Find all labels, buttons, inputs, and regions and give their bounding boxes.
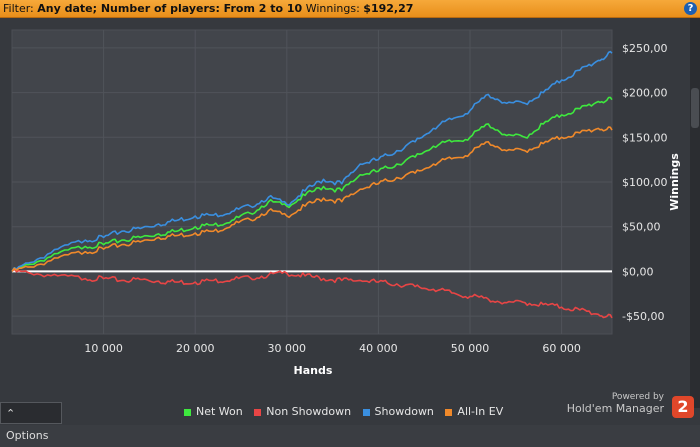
y-tick-labels: -$50,00 $0,00 $50,00 $100,00 $150,00 $200,00 $… [622,42,668,323]
x-tick-labels: 10 000 20 000 30 000 40 000 50 000 60 000 [84,342,581,355]
x-tick-label: 10 000 [84,342,123,355]
legend-item-all-in-ev: All-In EV [445,405,503,418]
brand-name: Hold'em Manager [566,402,664,415]
winnings-label: Winnings: [305,2,360,15]
legend-item-net-won: Net Won [184,405,243,418]
y-tick-label: $50,00 [622,221,661,234]
y-tick-label: $200,00 [622,87,668,100]
legend-label: Showdown [374,405,434,418]
series-line-non-showdown [11,268,613,319]
filter-prefix: Filter: [3,2,34,15]
powered-by-text: Powered by [611,392,664,402]
x-tick-label: 50 000 [451,342,490,355]
series-line-net-won [11,96,613,272]
x-tick-label: 20 000 [176,342,215,355]
legend-item-non-showdown: Non Showdown [254,405,351,418]
filter-text: Any date; Number of players: From 2 to 1… [37,2,303,15]
legend-swatch [254,408,262,416]
vertical-scrollbar[interactable] [690,18,700,408]
legend: Net Won Non Showdown Showdown All-In EV [184,405,511,419]
y-tick-label: $100,00 [622,176,668,189]
legend-label: All-In EV [457,405,504,418]
branding: Powered by Hold'em Manager [567,392,664,416]
filter-bar: Filter: Any date; Number of players: Fro… [0,0,700,18]
y-tick-label: $0,00 [622,265,654,278]
legend-item-showdown: Showdown [362,405,434,418]
series-group [11,50,613,319]
x-tick-label: 40 000 [359,342,398,355]
y-tick-label: $250,00 [622,42,668,55]
x-tick-label: 60 000 [542,342,581,355]
options-label: Options [6,429,49,442]
winnings-value: $192,27 [363,2,414,15]
series-line-all-in-ev [11,126,613,272]
legend-label: Net Won [196,405,243,418]
y-tick-label: $150,00 [622,131,668,144]
x-tick-label: 30 000 [268,342,307,355]
options-button[interactable]: ⌃ Options [0,402,62,442]
scrollbar-thumb[interactable] [691,88,699,128]
legend-swatch [445,408,453,416]
y-axis-label: Winnings [668,153,681,211]
x-axis-label: Hands [294,364,333,377]
hm2-logo-icon: 2 [672,396,694,418]
legend-swatch [362,408,370,416]
legend-swatch [184,408,191,416]
grid-lines [12,30,612,334]
chevron-up-icon: ⌃ [6,407,16,420]
help-icon[interactable]: ? [684,2,697,15]
legend-label: Non Showdown [266,405,352,418]
series-line-showdown [11,50,613,272]
y-tick-label: -$50,00 [622,310,664,323]
winnings-chart: -$50,00 $0,00 $50,00 $100,00 $150,00 $200,00 $… [11,29,681,377]
